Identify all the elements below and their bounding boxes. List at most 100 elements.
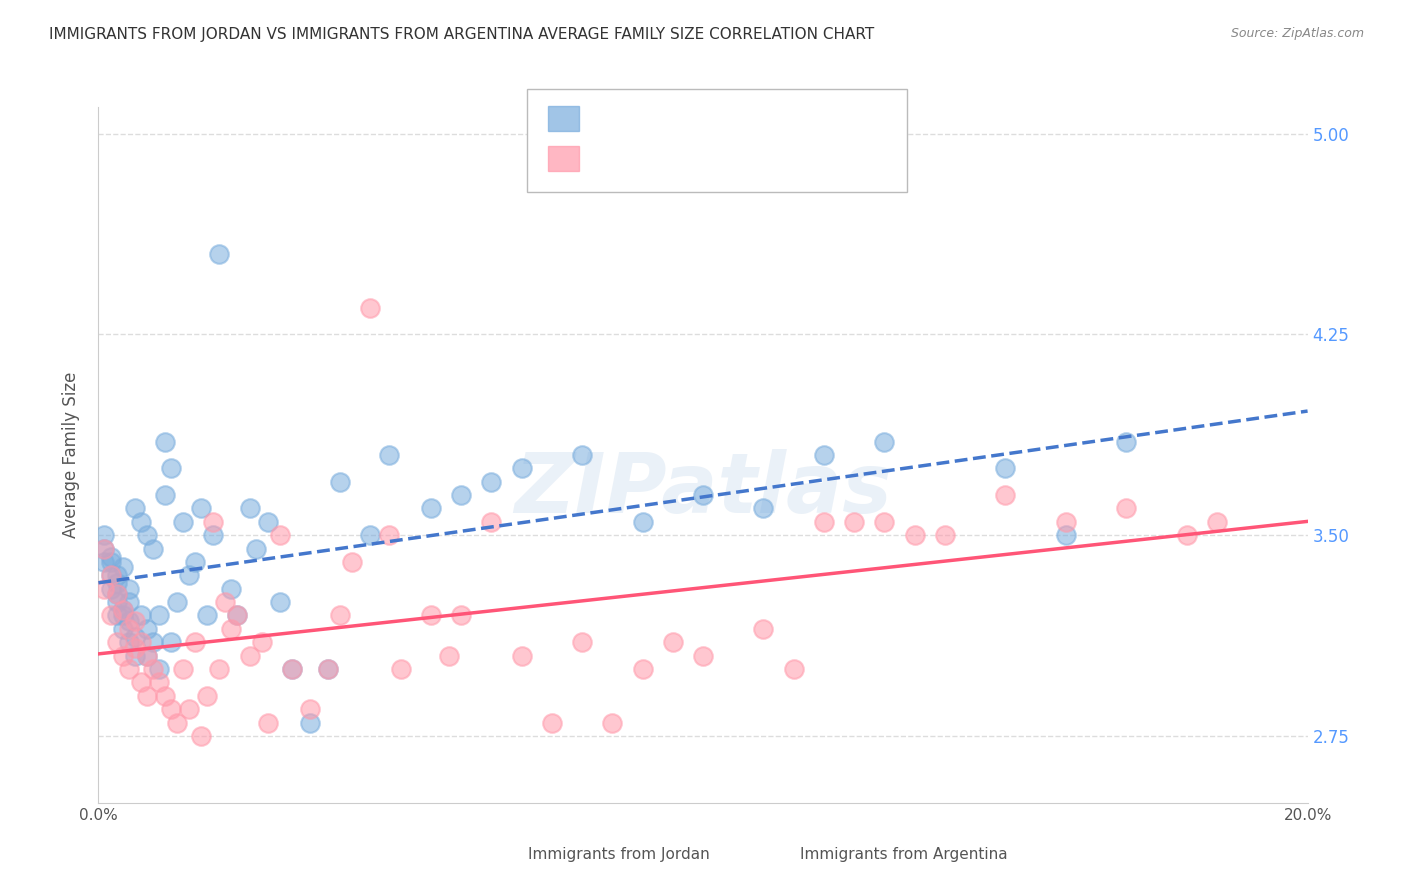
Point <box>111 622 134 636</box>
Point <box>208 662 231 676</box>
Point <box>420 501 443 516</box>
Point <box>179 702 201 716</box>
Point <box>100 608 122 623</box>
Point <box>250 635 273 649</box>
Point <box>160 461 183 475</box>
Text: Immigrants from Jordan: Immigrants from Jordan <box>527 847 710 863</box>
Point <box>208 247 231 261</box>
Point <box>142 635 165 649</box>
Point <box>105 576 128 591</box>
Point <box>360 301 382 315</box>
Point <box>571 635 593 649</box>
Point <box>124 630 146 644</box>
Point <box>111 608 134 623</box>
Point <box>153 434 176 449</box>
Point <box>105 608 128 623</box>
Point <box>1115 434 1137 449</box>
Point <box>377 448 399 462</box>
Point <box>202 528 225 542</box>
Point <box>105 568 128 582</box>
Point <box>148 608 170 623</box>
Text: N =: N = <box>692 110 740 128</box>
Point <box>160 702 183 716</box>
Point <box>118 662 141 676</box>
Point <box>813 448 835 462</box>
Point <box>1054 515 1077 529</box>
Point <box>602 715 624 730</box>
Point <box>1206 515 1229 529</box>
Point <box>111 603 134 617</box>
Point <box>179 568 201 582</box>
Point <box>450 488 472 502</box>
Point <box>118 635 141 649</box>
Circle shape <box>762 847 789 863</box>
Point <box>631 662 654 676</box>
Point <box>844 515 866 529</box>
Point <box>118 614 141 628</box>
Text: R =: R = <box>591 110 627 128</box>
Point <box>934 528 956 542</box>
Point <box>342 555 364 569</box>
Text: 0.291: 0.291 <box>630 110 678 128</box>
Point <box>481 515 503 529</box>
Point <box>184 555 207 569</box>
Point <box>100 549 122 564</box>
Point <box>93 555 115 569</box>
Point <box>752 501 775 516</box>
Point <box>389 662 412 676</box>
Point <box>129 608 152 623</box>
Point <box>540 715 562 730</box>
Point <box>195 608 218 623</box>
Point <box>752 622 775 636</box>
Point <box>100 568 122 582</box>
Point <box>256 715 278 730</box>
Point <box>450 608 472 623</box>
Point <box>111 560 134 574</box>
Point <box>129 515 152 529</box>
Point <box>420 608 443 623</box>
Point <box>904 528 927 542</box>
Point <box>100 555 122 569</box>
Point <box>239 501 262 516</box>
Point <box>153 488 176 502</box>
Point <box>105 587 128 601</box>
Point <box>135 622 157 636</box>
Point <box>256 515 278 529</box>
Point <box>105 587 128 601</box>
Point <box>783 662 806 676</box>
Point <box>172 662 194 676</box>
Point <box>135 648 157 663</box>
Point <box>111 603 134 617</box>
Point <box>148 662 170 676</box>
Point <box>481 475 503 489</box>
Point <box>135 689 157 703</box>
Point <box>692 488 714 502</box>
Point <box>118 582 141 596</box>
Point <box>166 595 188 609</box>
Point <box>118 622 141 636</box>
Point <box>269 595 291 609</box>
Y-axis label: Average Family Size: Average Family Size <box>62 372 80 538</box>
Point <box>281 662 304 676</box>
Point <box>202 515 225 529</box>
Point <box>124 648 146 663</box>
Point <box>1115 501 1137 516</box>
Text: R =: R = <box>591 150 627 168</box>
Point <box>377 528 399 542</box>
Point <box>100 582 122 596</box>
Point <box>214 595 236 609</box>
Point <box>316 662 339 676</box>
Point <box>93 541 115 556</box>
Point <box>195 689 218 703</box>
Point <box>221 622 243 636</box>
Circle shape <box>491 847 517 863</box>
Point <box>160 635 183 649</box>
Point <box>100 568 122 582</box>
Text: IMMIGRANTS FROM JORDAN VS IMMIGRANTS FROM ARGENTINA AVERAGE FAMILY SIZE CORRELAT: IMMIGRANTS FROM JORDAN VS IMMIGRANTS FRO… <box>49 27 875 42</box>
Point <box>437 648 460 663</box>
Point <box>105 635 128 649</box>
Text: Source: ZipAtlas.com: Source: ZipAtlas.com <box>1230 27 1364 40</box>
Point <box>124 614 146 628</box>
Point <box>135 648 157 663</box>
Point <box>1054 528 1077 542</box>
